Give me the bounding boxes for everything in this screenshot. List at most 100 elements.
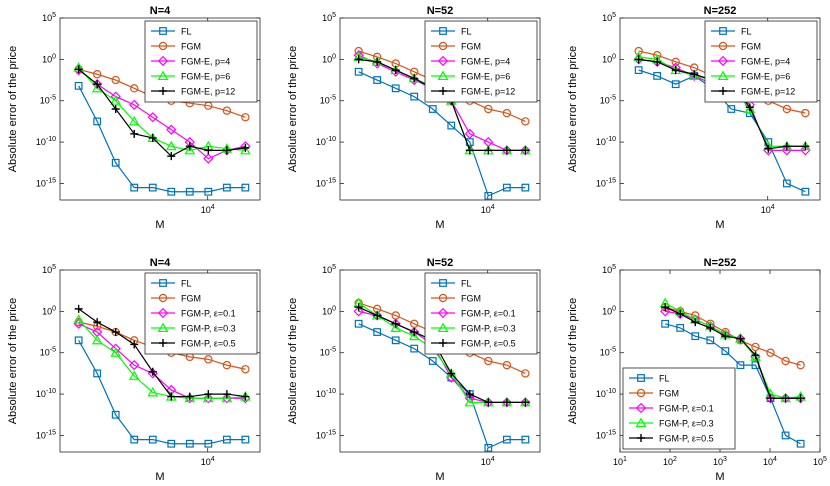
data-point	[147, 386, 159, 397]
data-point	[391, 319, 400, 328]
series-line	[664, 306, 801, 399]
data-point	[465, 146, 474, 155]
data-point	[766, 394, 775, 403]
x-tick-label: 104	[761, 204, 775, 215]
y-tick-label: 10-10	[596, 136, 616, 147]
legend: FL FGM FGM-E, p=4 FGM-E, p=6 FGM-E, p=12	[424, 20, 538, 103]
legend-entry: FGM	[181, 42, 201, 52]
legend-entry: FL	[181, 27, 192, 37]
legend-entry: FGM-E, p=12	[741, 87, 795, 97]
data-point	[148, 367, 157, 376]
data-point	[203, 392, 214, 403]
legend-entry: FGM-E, p=6	[741, 72, 790, 82]
legend: FL FGM FGM-E, p=4 FGM-E, p=6 FGM-E, p=12	[704, 20, 818, 103]
data-point	[676, 324, 685, 332]
data-point	[74, 65, 83, 74]
chart-title: N=4	[150, 257, 171, 269]
data-point	[520, 397, 531, 408]
data-point	[391, 66, 400, 75]
data-point	[484, 443, 493, 452]
data-point	[465, 390, 474, 399]
data-point	[736, 334, 745, 343]
data-point	[167, 439, 176, 448]
chart-title: N=252	[704, 257, 737, 269]
data-point	[148, 183, 157, 192]
y-tick-label: 10-10	[316, 136, 336, 147]
y-tick-label: 10-5	[600, 347, 616, 358]
legend-entry: FGM-P, ε=0.1	[461, 309, 516, 319]
data-point	[391, 84, 400, 93]
data-point	[222, 390, 231, 399]
data-point	[373, 57, 382, 66]
legend-marker	[158, 41, 168, 51]
x-tick-label: 102	[663, 456, 677, 467]
data-point	[502, 360, 512, 370]
data-point	[167, 152, 176, 161]
series-line	[78, 319, 246, 399]
data-point	[727, 105, 736, 113]
chart-panel-5: 105 100 10-5 10-10 10-15 104 N=52 M Absolute err…	[287, 257, 541, 483]
legend-marker	[437, 307, 449, 319]
legend-entry: FL	[461, 27, 472, 37]
data-point	[373, 328, 382, 336]
data-point	[744, 103, 756, 114]
legend-entry: FGM	[659, 389, 679, 399]
data-point	[167, 187, 176, 196]
y-tick-label: 100	[602, 53, 616, 64]
series-line	[78, 308, 246, 398]
series-line	[664, 302, 801, 399]
legend-entry: FGM-E, p=12	[461, 87, 515, 97]
data-point	[782, 142, 791, 151]
legend-marker	[438, 293, 448, 303]
data-point	[447, 369, 456, 378]
y-tick-label: 10-15	[596, 429, 616, 440]
x-tick-label: 104	[481, 204, 495, 215]
data-point	[428, 357, 437, 365]
x-tick-label: 104	[201, 204, 215, 215]
data-point	[111, 328, 120, 337]
legend-entry: FGM-P, ε=0.3	[181, 324, 236, 334]
data-point	[111, 75, 120, 85]
y-tick-label: 100	[602, 305, 616, 316]
data-point	[128, 370, 140, 380]
data-point	[74, 81, 83, 90]
data-point	[110, 95, 122, 105]
legend-marker	[636, 388, 646, 398]
data-point	[222, 435, 231, 444]
data-point	[502, 435, 511, 444]
data-point	[93, 369, 102, 378]
legend-entry: FGM-E, p=6	[181, 72, 230, 82]
data-point	[130, 435, 139, 444]
data-point	[796, 360, 805, 370]
legend-entry: FGM-E, p=4	[461, 57, 510, 67]
y-tick-label: 10-5	[40, 347, 56, 358]
y-axis-label: Absolute error of the price	[287, 298, 299, 425]
data-point	[203, 153, 214, 164]
x-axis-label: M	[715, 219, 724, 231]
data-point	[373, 76, 382, 84]
legend: FL FGM FGM-P, ε=0.1 FGM-P, ε=0.3 FGM-P, ε=0.…	[424, 272, 538, 355]
y-tick-label: 10-15	[596, 177, 616, 188]
legend-marker	[635, 417, 647, 428]
legend: FL FGM FGM-P, ε=0.1 FGM-P, ε=0.3 FGM-P, ε=0.…	[622, 367, 736, 450]
data-point	[129, 359, 140, 371]
y-tick-label: 105	[42, 264, 56, 275]
data-point	[782, 104, 792, 114]
data-point	[148, 435, 157, 444]
legend-marker	[635, 402, 647, 414]
chart-title: N=52	[427, 5, 454, 17]
y-tick-label: 10-10	[596, 388, 616, 399]
series-line	[358, 71, 526, 197]
y-tick-label: 10-15	[316, 177, 336, 188]
data-point	[751, 351, 760, 360]
data-point	[391, 336, 400, 345]
data-point	[661, 319, 670, 328]
legend-entry: FL	[181, 279, 192, 289]
data-point	[91, 334, 103, 345]
data-point	[796, 394, 805, 403]
legend-entry: FGM	[461, 294, 481, 304]
x-tick-label: 101	[613, 456, 627, 467]
data-point	[241, 365, 250, 374]
x-tick-label: 104	[201, 456, 215, 467]
data-point	[484, 356, 493, 366]
